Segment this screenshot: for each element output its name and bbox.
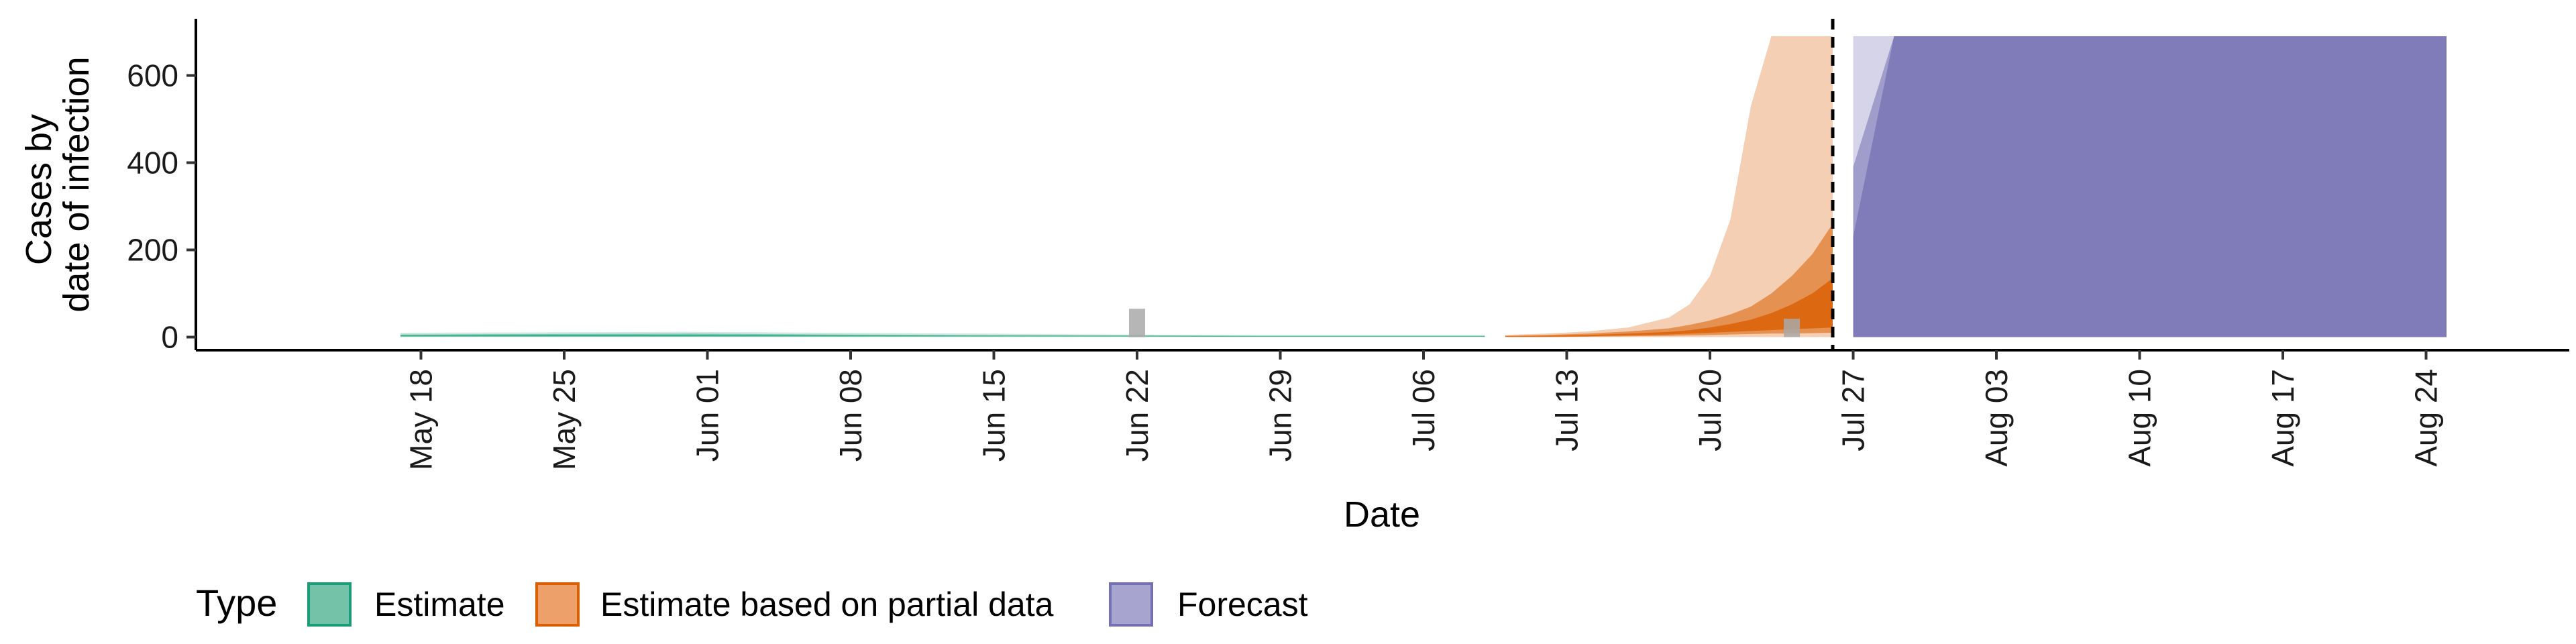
y-axis-ticks: 0 200 400 600 (127, 58, 196, 355)
legend-label-partial: Estimate based on partial data (600, 586, 1054, 623)
y-axis-title-line-1: Cases by (19, 114, 59, 265)
partial-band-0 (1505, 36, 1833, 337)
x-axis-ticks: May 18 May 25 Jun 01 Jun 08 Jun 15 Jun 22 Jun … (404, 350, 2444, 470)
legend-label-forecast: Forecast (1177, 586, 1308, 623)
x-tick-label-11: Aug 03 (1979, 369, 2014, 467)
x-tick-label-14: Aug 24 (2409, 369, 2444, 467)
x-tick-label-5: Jun 22 (1120, 369, 1155, 462)
y-tick-label-0: 0 (161, 320, 178, 355)
plot-bands (400, 36, 2447, 337)
x-tick-label-4: Jun 15 (977, 369, 1012, 462)
x-tick-label-3: Jun 08 (833, 369, 868, 462)
reported-case-bar-1 (1784, 319, 1800, 337)
y-tick-label-200: 200 (127, 233, 178, 268)
y-tick-label-600: 600 (127, 58, 178, 93)
x-tick-label-10: Jul 27 (1836, 369, 1871, 451)
estimate-band-2 (400, 335, 1485, 337)
x-axis-title: Date (1344, 494, 1420, 535)
x-tick-label-12: Aug 10 (2123, 369, 2157, 467)
x-tick-label-8: Jul 13 (1550, 369, 1585, 451)
y-axis-title-line-2: date of infection (56, 56, 97, 312)
reported-case-bars (1129, 309, 1800, 337)
x-tick-label-7: Jul 06 (1406, 369, 1441, 451)
x-tick-label-6: Jun 29 (1263, 369, 1298, 462)
x-tick-label-13: Aug 17 (2265, 369, 2300, 467)
x-tick-label-9: Jul 20 (1693, 369, 1727, 451)
x-tick-label-0: May 18 (404, 369, 439, 470)
partial-band-2 (1505, 278, 1833, 337)
x-tick-label-1: May 25 (547, 369, 582, 470)
legend-key-forecast (1109, 582, 1153, 627)
x-tick-label-2: Jun 01 (690, 369, 725, 462)
legend: Type Estimate Estimate based on partial … (196, 582, 1308, 627)
y-axis-title: Cases by date of infection (19, 56, 97, 312)
reported-case-bar-0 (1129, 309, 1145, 337)
y-tick-label-400: 400 (127, 146, 178, 180)
partial-band-1 (1505, 223, 1833, 337)
legend-label-estimate: Estimate (374, 586, 505, 623)
legend-key-partial (535, 582, 580, 627)
legend-key-estimate (307, 582, 352, 627)
legend-title: Type (196, 582, 277, 624)
forecast-band-2 (1853, 36, 2447, 337)
